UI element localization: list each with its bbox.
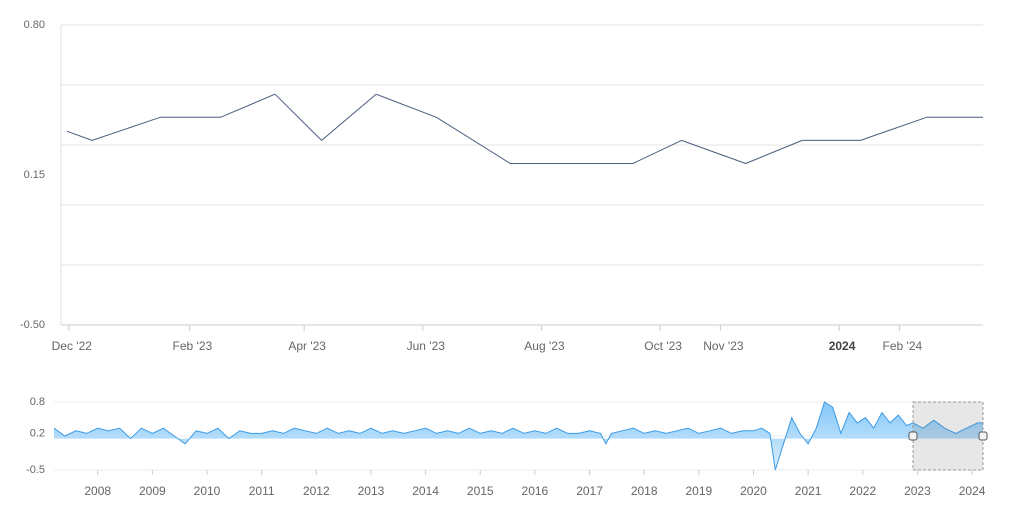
navigator-selected-range: [912, 401, 984, 471]
navigator-x-tick-label: 2009: [139, 484, 166, 498]
main-y-ticks: 0.80 0.15 -0.50: [20, 19, 45, 331]
main-x-tick-label: 2024: [829, 339, 856, 353]
navigator-line: [53, 401, 983, 471]
main-y-tick-label: 0.80: [24, 19, 45, 31]
navigator-x-tick-label: 2017: [576, 484, 603, 498]
main-axes: [60, 25, 983, 326]
navigator-x-tick-label: 2022: [849, 484, 876, 498]
navigator-x-tick-label: 2024: [959, 484, 986, 498]
navigator-x-tick-label: 2020: [740, 484, 767, 498]
main-x-tick-label: Feb '24: [883, 339, 923, 353]
navigator-x-tick-label: 2023: [904, 484, 931, 498]
navigator-x-tick-label: 2010: [194, 484, 221, 498]
main-series-line: [66, 93, 983, 164]
main-y-tick-label: 0.15: [24, 169, 45, 181]
main-y-tick-label: -0.50: [20, 319, 45, 331]
navigator-y-tick-label: -0.5: [26, 464, 45, 476]
navigator-x-tick-label: 2015: [467, 484, 494, 498]
main-x-tick-label: Dec '22: [52, 339, 93, 353]
navigator-y-tick-label: 0.2: [30, 427, 45, 439]
navigator-x-tick-label: 2016: [522, 484, 549, 498]
main-series: [66, 93, 983, 164]
main-x-tick-label: Feb '23: [173, 339, 213, 353]
navigator-y-ticks: 0.8 0.2 -0.5: [26, 396, 45, 476]
navigator-x-tick-label: 2012: [303, 484, 330, 498]
navigator-x-tick-label: 2021: [795, 484, 822, 498]
navigator-selection[interactable]: [908, 401, 988, 471]
navigator-x-tick-label: 2008: [84, 484, 111, 498]
main-x-tick-label: Apr '23: [288, 339, 326, 353]
main-gridlines: [61, 24, 983, 326]
navigator-x-ticks: 2008 2009 2010 2011 2012 2013 2014 2015 2016 2017…: [84, 470, 986, 498]
main-x-tick-label: Jun '23: [407, 339, 446, 353]
main-x-tick-label: Aug '23: [524, 339, 565, 353]
navigator-x-tick-label: 2019: [685, 484, 712, 498]
navigator-area: [54, 402, 983, 470]
navigator-handle: [908, 431, 918, 441]
navigator-x-tick-label: 2013: [358, 484, 385, 498]
navigator-x-tick-label: 2011: [249, 484, 275, 498]
navigator-series: [53, 401, 983, 471]
main-x-tick-label: Nov '23: [703, 339, 744, 353]
navigator-x-tick-label: 2018: [631, 484, 658, 498]
navigator-y-tick-label: 0.8: [30, 396, 45, 408]
main-x-tick-label: Oct '23: [644, 339, 682, 353]
main-x-ticks: Dec '22 Feb '23 Apr '23 Jun '23 Aug '23 Oct '…: [52, 325, 923, 353]
navigator-handle: [978, 431, 988, 441]
navigator-x-tick-label: 2014: [412, 484, 439, 498]
